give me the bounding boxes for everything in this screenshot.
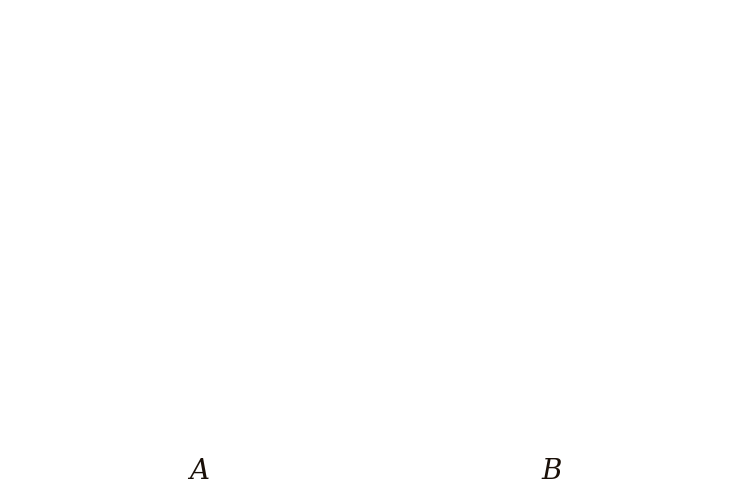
Text: A: A — [189, 458, 209, 485]
Text: B: B — [541, 458, 562, 485]
